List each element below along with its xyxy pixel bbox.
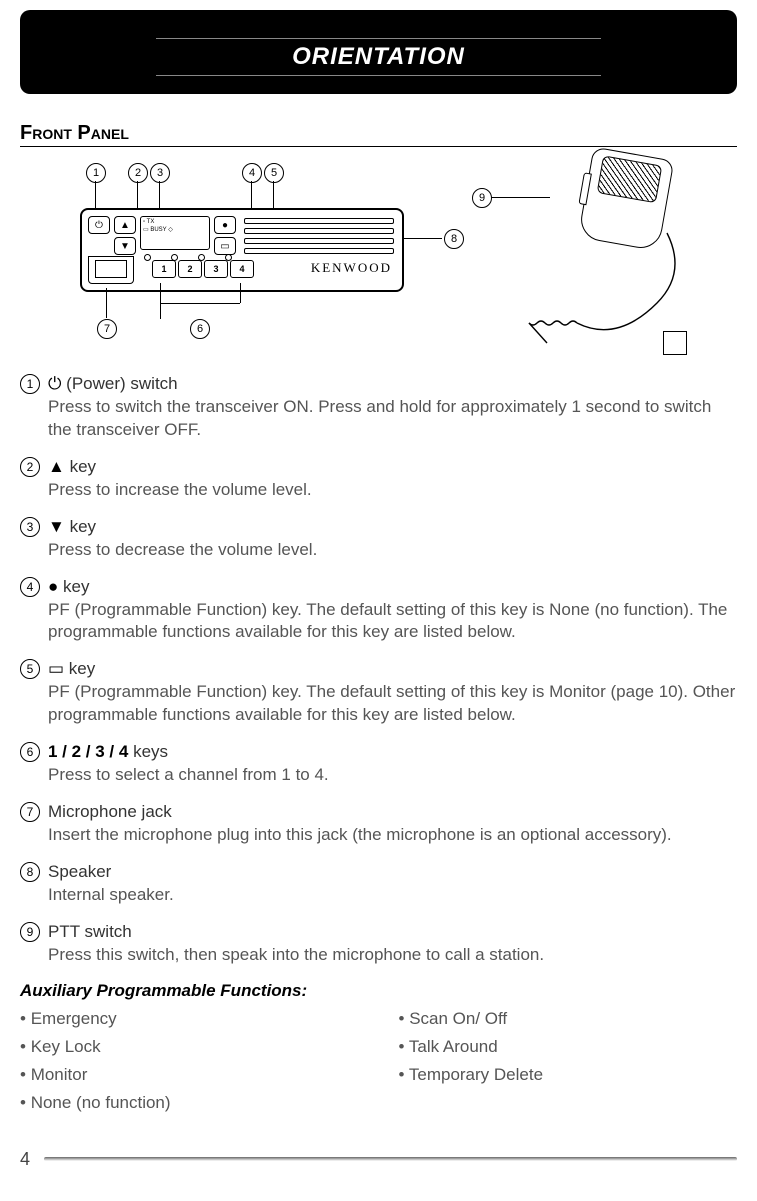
channel-buttons: 1 2 3 4 bbox=[152, 260, 254, 278]
callout-4: 4 bbox=[242, 163, 262, 183]
item-desc: Press to select a channel from 1 to 4. bbox=[48, 764, 737, 787]
panel-item: 8 SpeakerInternal speaker. bbox=[20, 861, 737, 907]
panel-item: 5 ▭ keyPF (Programmable Function) key. Th… bbox=[20, 658, 737, 727]
panel-item: 4 ● keyPF (Programmable Function) key. Th… bbox=[20, 576, 737, 645]
item-title: ▭ key bbox=[48, 658, 737, 681]
transceiver-device: ⏻ ▲ ▼ ▫ TX ▭ BUSY ◇ ● ▭ 1 2 3 4 bbox=[80, 208, 404, 292]
panel-item: 6 1 / 2 / 3 / 4 keysPress to select a cha… bbox=[20, 741, 737, 787]
down-button-icon: ▼ bbox=[114, 237, 136, 255]
item-desc: PF (Programmable Function) key. The defa… bbox=[48, 599, 737, 645]
front-panel-diagram: 1 2 3 4 5 ⏻ ▲ ▼ ▫ TX ▭ BUSY ◇ ● ▭ bbox=[20, 153, 737, 363]
item-desc: Press to increase the volume level. bbox=[48, 479, 737, 502]
item-desc: Insert the microphone plug into this jac… bbox=[48, 824, 737, 847]
item-title: ▼ key bbox=[48, 516, 737, 539]
item-number-icon: 1 bbox=[20, 374, 40, 394]
item-number-icon: 8 bbox=[20, 862, 40, 882]
callout-7: 7 bbox=[97, 319, 117, 339]
item-title: PTT switch bbox=[48, 921, 737, 944]
item-title: 1 / 2 / 3 / 4 keys bbox=[48, 741, 737, 764]
panel-item: 2 ▲ keyPress to increase the volume level… bbox=[20, 456, 737, 502]
callout-2: 2 bbox=[128, 163, 148, 183]
item-title: ▲ key bbox=[48, 456, 737, 479]
section-heading: Front Panel bbox=[20, 122, 737, 147]
footer-rule bbox=[44, 1157, 737, 1161]
item-number-icon: 6 bbox=[20, 742, 40, 762]
pf-dot-button-icon: ● bbox=[214, 216, 236, 234]
item-number-icon: 9 bbox=[20, 922, 40, 942]
page-number: 4 bbox=[20, 1149, 30, 1170]
item-desc: Press this switch, then speak into the m… bbox=[48, 944, 737, 967]
item-desc: PF (Programmable Function) key. The defa… bbox=[48, 681, 737, 727]
power-button-icon: ⏻ bbox=[88, 216, 110, 234]
aux-item: None (no function) bbox=[20, 1093, 359, 1113]
item-title: Speaker bbox=[48, 861, 737, 884]
item-number-icon: 4 bbox=[20, 577, 40, 597]
callout-6: 6 bbox=[190, 319, 210, 339]
callout-3: 3 bbox=[150, 163, 170, 183]
aux-heading: Auxiliary Programmable Functions: bbox=[20, 981, 737, 1001]
item-title: ⏻ (Power) switch bbox=[48, 373, 737, 396]
panel-item: 1 ⏻ (Power) switchPress to switch the tra… bbox=[20, 373, 737, 442]
title-banner: ORIENTATION bbox=[20, 10, 737, 94]
item-number-icon: 2 bbox=[20, 457, 40, 477]
aux-item: Talk Around bbox=[399, 1037, 738, 1057]
mic-jack-icon bbox=[88, 256, 134, 284]
aux-item: Key Lock bbox=[20, 1037, 359, 1057]
device-screen: ▫ TX ▭ BUSY ◇ bbox=[140, 216, 210, 250]
speaker-grille-icon bbox=[244, 218, 394, 258]
panel-item: 7 Microphone jackInsert the microphone pl… bbox=[20, 801, 737, 847]
aux-functions-list: Emergency Key Lock Monitor None (no functio… bbox=[20, 1009, 737, 1121]
up-button-icon: ▲ bbox=[114, 216, 136, 234]
item-number-icon: 3 bbox=[20, 517, 40, 537]
item-number-icon: 5 bbox=[20, 659, 40, 679]
aux-item: Scan On/ Off bbox=[399, 1009, 738, 1029]
page-footer: 4 bbox=[20, 1149, 737, 1170]
item-desc: Press to switch the transceiver ON. Pres… bbox=[48, 396, 737, 442]
item-desc: Press to decrease the volume level. bbox=[48, 539, 737, 562]
panel-item: 3 ▼ keyPress to decrease the volume level… bbox=[20, 516, 737, 562]
item-number-icon: 7 bbox=[20, 802, 40, 822]
aux-item: Emergency bbox=[20, 1009, 359, 1029]
callout-8: 8 bbox=[444, 229, 464, 249]
aux-item: Temporary Delete bbox=[399, 1065, 738, 1085]
mic-plug-icon bbox=[663, 331, 687, 355]
item-title: Microphone jack bbox=[48, 801, 737, 824]
panel-item: 9 PTT switchPress this switch, then speak… bbox=[20, 921, 737, 967]
callout-1: 1 bbox=[86, 163, 106, 183]
callout-9: 9 bbox=[472, 188, 492, 208]
page-title: ORIENTATION bbox=[156, 38, 601, 76]
pf-sq-button-icon: ▭ bbox=[214, 237, 236, 255]
brand-label: KENWOOD bbox=[311, 260, 392, 276]
callout-5: 5 bbox=[264, 163, 284, 183]
item-title: ● key bbox=[48, 576, 737, 599]
item-desc: Internal speaker. bbox=[48, 884, 737, 907]
aux-item: Monitor bbox=[20, 1065, 359, 1085]
panel-item-list: 1 ⏻ (Power) switchPress to switch the tra… bbox=[20, 373, 737, 967]
